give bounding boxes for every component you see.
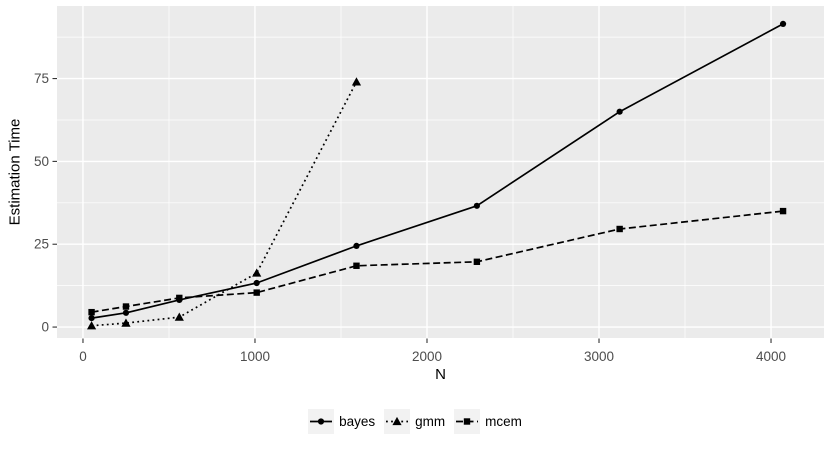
marker-triangle-gmm: [174, 312, 184, 321]
marker-square-mcem: [353, 262, 360, 269]
legend-label-bayes: bayes: [339, 414, 376, 429]
marker-circle-bayes: [473, 202, 480, 209]
marker-square-mcem: [176, 294, 183, 302]
marker-square-mcem: [779, 207, 787, 215]
marker-triangle-gmm: [252, 268, 262, 277]
y-tick-label: 50: [34, 154, 49, 169]
y-tick-label: 75: [34, 71, 49, 86]
x-axis-title: N: [435, 366, 446, 383]
marker-circle-bayes: [253, 279, 260, 287]
marker-triangle-gmm: [351, 77, 362, 86]
marker-circle-bayes: [616, 108, 623, 115]
legend-item-mcem: mcem: [454, 409, 522, 434]
legend-label-gmm: gmm: [415, 414, 446, 429]
y-tick-label: 25: [34, 237, 49, 252]
x-tick-label: 1000: [240, 349, 270, 364]
plot-panel: [57, 6, 824, 338]
x-tick-label: 0: [79, 349, 87, 364]
series-line-bayes: [91, 23, 784, 319]
marker-triangle-gmm: [121, 318, 131, 327]
legend: bayes gmm mcem: [0, 409, 830, 434]
legend-item-bayes: bayes: [308, 409, 375, 434]
series-line-mcem: [91, 210, 784, 313]
marker-square-mcem: [88, 308, 95, 316]
marker-circle-bayes: [88, 315, 95, 322]
legend-key-mcem-dashed-square-icon: [454, 409, 481, 434]
marker-square-mcem: [253, 289, 260, 296]
x-tick-label: 2000: [412, 349, 442, 364]
x-tick-label: 4000: [756, 349, 786, 364]
x-tick-label: 3000: [584, 349, 614, 364]
marker-circle-bayes: [353, 242, 360, 249]
legend-item-gmm: gmm: [384, 409, 445, 434]
marker-circle-bayes: [779, 20, 787, 27]
legend-label-mcem: mcem: [485, 414, 522, 429]
marker-triangle-gmm: [86, 321, 97, 330]
legend-key-bayes-solid-circle-icon: [308, 409, 335, 434]
marker-square-mcem: [616, 225, 623, 233]
marker-circle-bayes: [122, 309, 130, 316]
legend-key-gmm-dotted-triangle-icon: [384, 409, 411, 434]
y-axis-title: Estimation Time: [6, 118, 24, 226]
y-tick-label: 0: [41, 320, 49, 335]
marker-square-mcem: [122, 303, 130, 310]
marker-square-mcem: [473, 258, 481, 265]
